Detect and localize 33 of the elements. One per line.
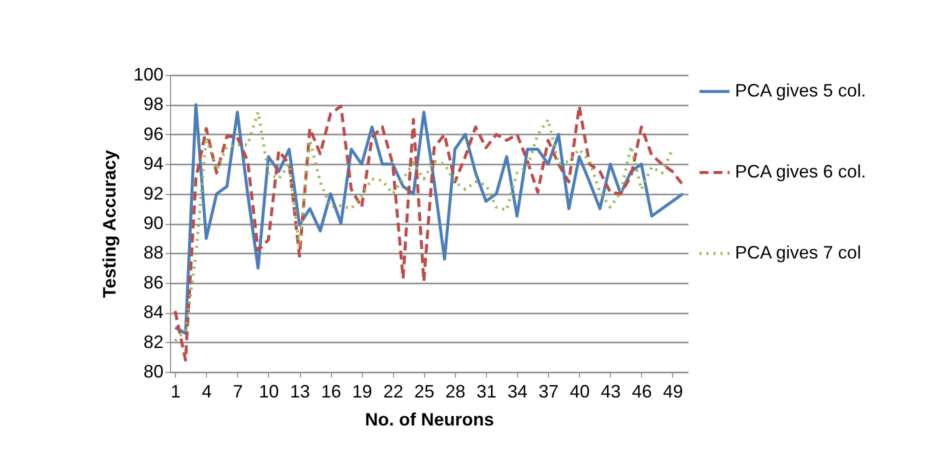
x-tick-label: 25 [414, 382, 434, 402]
x-tick-label: 43 [600, 382, 621, 402]
x-tick-label: 1 [170, 382, 181, 402]
legend-label: PCA gives 5 col. [735, 80, 866, 100]
legend-label: PCA gives 7 col [735, 242, 862, 262]
x-tick-label: 7 [232, 382, 243, 402]
y-tick-label: 100 [133, 64, 164, 84]
x-tick-label: 22 [383, 382, 404, 402]
x-tick-label: 37 [538, 382, 559, 402]
x-tick-label: 10 [258, 382, 279, 402]
x-tick-label: 49 [662, 382, 683, 402]
x-tick-label: 28 [445, 382, 466, 402]
y-tick-label: 86 [143, 272, 164, 292]
x-tick-label: 19 [352, 382, 372, 402]
legend-label: PCA gives 6 col. [735, 162, 866, 182]
y-tick-label: 80 [143, 362, 164, 382]
y-tick-label: 88 [143, 242, 164, 263]
x-tick-label: 13 [290, 382, 310, 402]
x-tick-label: 34 [508, 382, 528, 402]
y-tick-label: 94 [143, 154, 164, 174]
y-tick-label: 92 [143, 183, 164, 204]
y-axis-title: Testing Accuracy [99, 150, 120, 298]
x-tick-label: 46 [632, 382, 652, 402]
x-tick-label: 40 [570, 382, 590, 402]
y-tick-label: 98 [143, 94, 164, 114]
y-tick-label: 82 [143, 332, 164, 352]
x-tick-label: 31 [476, 382, 496, 402]
x-tick-label: 16 [321, 382, 342, 402]
x-axis-title: No. of Neurons [365, 410, 494, 430]
y-tick-label: 90 [143, 213, 164, 233]
y-tick-label: 84 [143, 302, 164, 322]
y-tick-label: 96 [143, 124, 164, 144]
x-tick-label: 4 [202, 382, 212, 402]
